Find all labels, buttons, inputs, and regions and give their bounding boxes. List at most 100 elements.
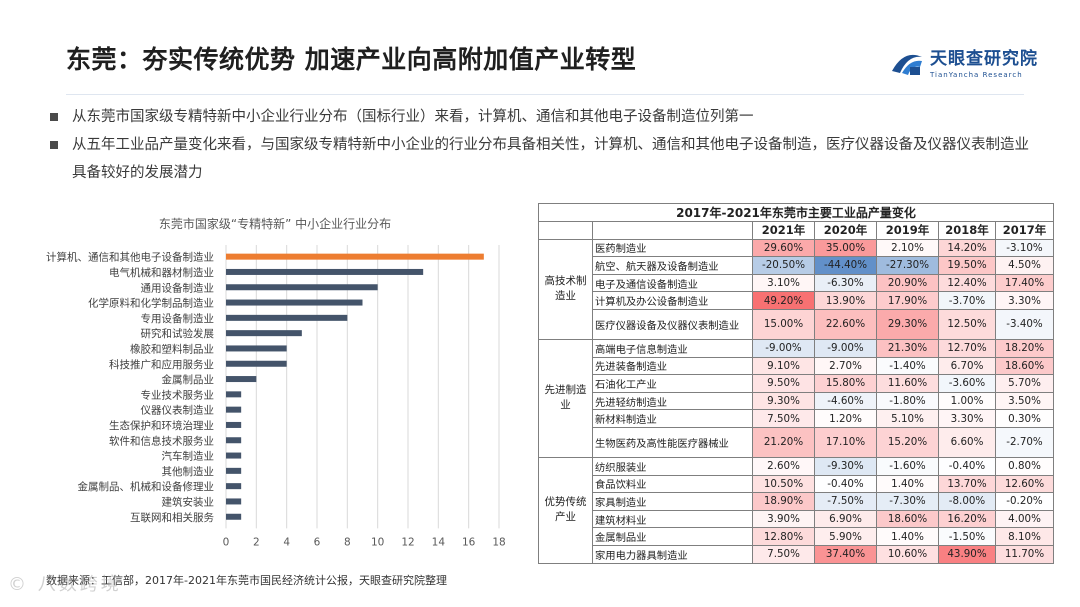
- table-industry-cell: 家具制造业: [592, 492, 753, 511]
- table-industry-cell: 航空、航天器及设备制造业: [592, 256, 753, 275]
- table-row: 家具制造业 18.90% -7.50% -7.30% -8.00% -0.20%: [539, 492, 1054, 511]
- table-value-cell: 21.30%: [876, 338, 939, 358]
- table-value-cell: 1.20%: [814, 409, 877, 428]
- table-value-cell: 12.50%: [938, 308, 996, 340]
- table-value-cell: -1.50%: [938, 527, 996, 546]
- table-row: 电子及通信设备制造业 3.10% -6.30% 20.90% 12.40% 17.40%: [539, 273, 1054, 293]
- x-tick-label: 2: [253, 536, 260, 548]
- table-value-cell: 2.60%: [752, 456, 815, 476]
- table-row: 金属制品业 12.80% 5.90% 1.40% -1.50% 8.10%: [539, 527, 1054, 546]
- page-title: 东莞：夯实传统优势 加速产业向高附加值产业转型: [66, 45, 637, 74]
- table-industry-cell: 食品饮料业: [592, 474, 753, 494]
- y-category-label: 互联网和相关服务: [130, 511, 214, 524]
- table-value-cell: 13.90%: [814, 291, 877, 310]
- logo: 天眼查研究院 TianYancha Research: [890, 44, 1038, 79]
- table-row: 医疗仪器设备及仪器仪表制造业 15.00% 22.60% 29.30% 12.50% -3…: [539, 308, 1054, 340]
- table-value-cell: -20.50%: [752, 256, 815, 275]
- table-value-cell: 9.30%: [752, 391, 815, 411]
- table-value-cell: -44.40%: [814, 256, 877, 275]
- table-value-cell: 17.40%: [995, 273, 1054, 293]
- table-industry-cell: 生物医药及高性能医疗器械业: [592, 426, 753, 458]
- table-value-cell: 15.00%: [752, 308, 815, 340]
- table-industry-cell: 建筑材料业: [592, 509, 753, 529]
- table-value-cell: 18.60%: [995, 356, 1054, 376]
- bullet-item: 从东莞市国家级专精特新中小企业行业分布（国标行业）来看，计算机、通信和其他电子设…: [50, 103, 1030, 131]
- table-industry-cell: 石油化工产业: [592, 374, 753, 393]
- table-value-cell: -3.60%: [938, 374, 996, 393]
- bar: [226, 268, 424, 275]
- table-value-cell: 6.90%: [814, 509, 877, 529]
- x-tick-label: 0: [223, 536, 230, 548]
- table-row: 石油化工产业 9.50% 15.80% 11.60% -3.60% 5.70%: [539, 374, 1054, 393]
- table-value-cell: 3.50%: [995, 391, 1054, 411]
- x-tick-label: 4: [283, 536, 290, 548]
- table-value-cell: 4.50%: [995, 256, 1054, 275]
- table-value-cell: 12.80%: [752, 527, 815, 546]
- table-group-label: 先进制造业: [538, 338, 593, 458]
- table-row: 优势传统产业 纺织服装业 2.60% -9.30% -1.60% -0.40% 0.80%: [538, 456, 1054, 564]
- table-value-cell: 3.90%: [752, 509, 815, 529]
- table-group-label: 高技术制造业: [538, 238, 593, 340]
- production-change-table: 2017年-2021年东莞市主要工业品产量变化 2021年 2020年 2019年 2…: [538, 203, 1054, 564]
- table-year-header: 2017年: [995, 221, 1054, 240]
- table-value-cell: 3.30%: [995, 291, 1054, 310]
- header-divider: [66, 94, 1024, 95]
- table-industry-cell: 高端电子信息制造业: [592, 338, 753, 358]
- y-category-label: 通用设备制造业: [141, 281, 215, 294]
- table-value-cell: 11.60%: [876, 374, 939, 393]
- table-value-cell: 13.70%: [938, 474, 996, 494]
- bar: [226, 376, 257, 383]
- table-industry-cell: 纺织服装业: [592, 456, 753, 476]
- table-value-cell: 11.70%: [995, 544, 1054, 564]
- table-value-cell: -0.20%: [995, 492, 1054, 511]
- table-value-cell: 19.50%: [938, 256, 996, 275]
- table-title: 2017年-2021年东莞市主要工业品产量变化: [538, 203, 1054, 222]
- chart-title: 东莞市国家级“专精特新” 中小企业行业分布: [158, 217, 392, 231]
- table-value-cell: -0.40%: [938, 456, 996, 476]
- bullet-square-icon: [50, 113, 58, 121]
- table-value-cell: 20.90%: [876, 273, 939, 293]
- table-value-cell: 8.10%: [995, 527, 1054, 546]
- y-category-label: 专业技术服务业: [141, 388, 215, 401]
- table-header-blank: [592, 221, 753, 240]
- bar: [226, 483, 242, 490]
- production-table: 2017年-2021年东莞市主要工业品产量变化 2021年 2020年 2019年 2…: [538, 203, 1054, 564]
- table-value-cell: -8.00%: [938, 492, 996, 511]
- table-value-cell: -9.30%: [814, 456, 877, 476]
- watermark: © 八数跨境: [8, 574, 122, 595]
- table-value-cell: 0.80%: [995, 456, 1054, 476]
- table-value-cell: 2.10%: [876, 238, 939, 258]
- table-value-cell: 16.20%: [938, 509, 996, 529]
- y-category-label: 其他制造业: [162, 465, 215, 478]
- table-value-cell: 3.10%: [752, 273, 815, 293]
- x-tick-label: 14: [432, 536, 446, 548]
- bullet-list: 从东莞市国家级专精特新中小企业行业分布（国标行业）来看，计算机、通信和其他电子设…: [50, 103, 1030, 187]
- table-group-label: 优势传统产业: [538, 456, 593, 564]
- y-category-label: 金属制品业: [162, 373, 215, 386]
- bar: [226, 345, 287, 352]
- table-value-cell: 15.80%: [814, 374, 877, 393]
- bar: [226, 360, 287, 367]
- tianyancha-logo-icon: [892, 54, 922, 75]
- table-header-row: 2021年 2020年 2019年 2018年 2017年: [538, 221, 1054, 240]
- table-value-cell: 9.10%: [752, 356, 815, 376]
- table-value-cell: 1.40%: [876, 527, 939, 546]
- table-value-cell: -9.00%: [752, 338, 815, 358]
- table-row: 新材料制造业 7.50% 1.20% 5.10% 3.30% 0.30%: [539, 409, 1054, 428]
- table-row: 先进轻纺制造业 9.30% -4.60% -1.80% 1.00% 3.50%: [539, 391, 1054, 411]
- bar: [226, 330, 302, 337]
- table-value-cell: -2.70%: [995, 426, 1054, 458]
- table-value-cell: 4.00%: [995, 509, 1054, 529]
- table-value-cell: 2.70%: [814, 356, 877, 376]
- table-value-cell: 37.40%: [814, 544, 877, 564]
- table-year-header: 2020年: [814, 221, 877, 240]
- table-value-cell: -3.10%: [995, 238, 1054, 258]
- bar: [226, 498, 242, 505]
- table-value-cell: 17.90%: [876, 291, 939, 310]
- table-value-cell: -6.30%: [814, 273, 877, 293]
- table-industry-cell: 新材料制造业: [592, 409, 753, 428]
- bar: [226, 284, 378, 291]
- table-value-cell: -1.40%: [876, 356, 939, 376]
- table-value-cell: 1.40%: [876, 474, 939, 494]
- table-row: 计算机及办公设备制造业 49.20% 13.90% 17.90% -3.70% 3.30%: [539, 291, 1054, 310]
